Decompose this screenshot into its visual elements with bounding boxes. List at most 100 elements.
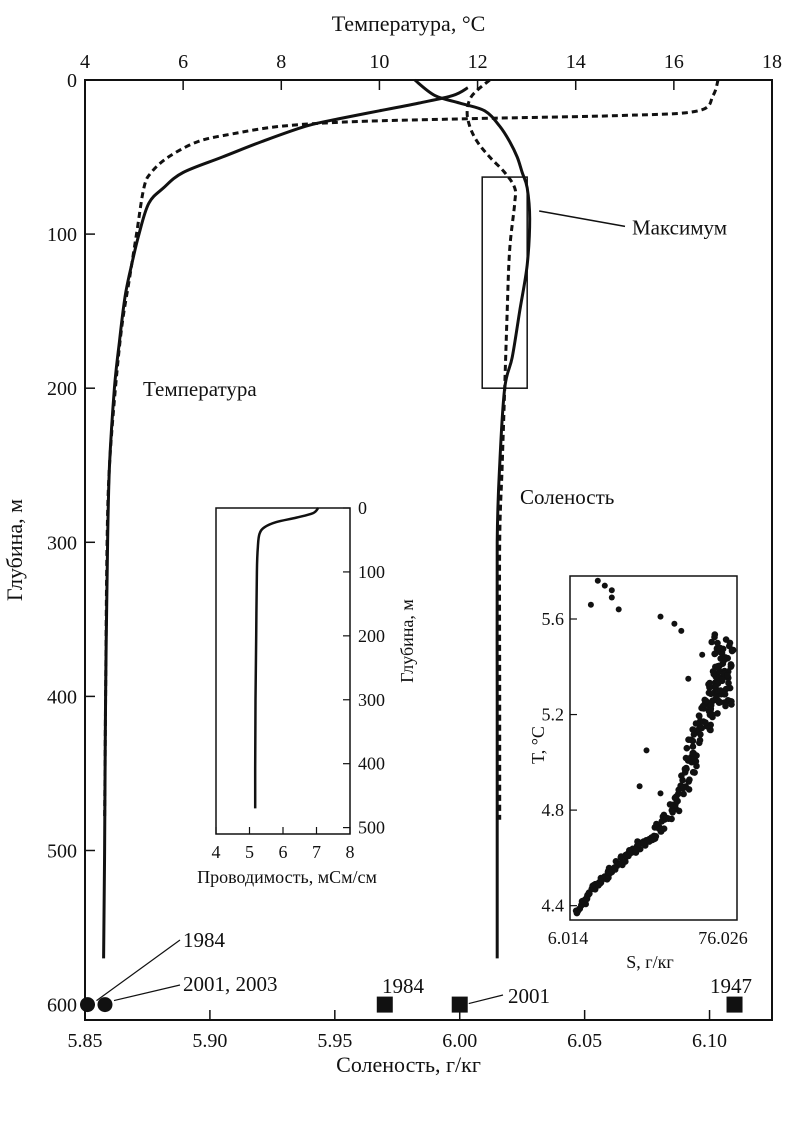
ts-scatter-outlier <box>608 587 615 594</box>
year-marker-square <box>376 996 393 1013</box>
year-callout-line <box>113 984 181 1002</box>
ts-scatter-point <box>702 719 709 726</box>
year-label: 1947 <box>710 974 752 998</box>
inset2-y-tick-label: 4.4 <box>542 896 565 916</box>
inset1-x-tick-label: 5 <box>245 842 254 862</box>
left-tick-label: 300 <box>47 532 77 554</box>
bottom-tick-label: 5.95 <box>317 1030 352 1052</box>
inset2-frame <box>569 575 738 921</box>
ts-scatter-point <box>665 815 672 822</box>
ts-scatter-point <box>722 685 730 693</box>
ts-scatter-point <box>722 702 729 710</box>
ts-scatter-point <box>725 679 732 687</box>
top-tick-label: 18 <box>762 51 782 73</box>
ts-scatter-point <box>706 682 714 690</box>
inset1-y-tick-label: 400 <box>358 754 385 774</box>
ts-scatter-outlier <box>657 613 664 620</box>
ts-scatter-point <box>711 650 718 658</box>
top-tick-label: 8 <box>276 51 286 73</box>
ts-scatter-point <box>675 807 683 815</box>
inset1-x-tick-label: 8 <box>346 842 355 862</box>
inset1-x-axis-title: Проводимость, мСм/см <box>197 867 377 887</box>
bottom-axis-title: Соленость, г/кг <box>336 1052 481 1077</box>
salinity-series-solid <box>413 78 532 959</box>
ts-scatter-point <box>685 736 692 743</box>
ts-scatter-point <box>722 654 729 661</box>
ts-scatter-outlier <box>608 594 615 601</box>
ts-scatter-point <box>672 793 680 800</box>
inset1-x-tick-label: 7 <box>312 842 321 862</box>
inset2-y-tick-label: 5.2 <box>542 705 565 725</box>
bottom-tick-label: 6.05 <box>567 1030 602 1052</box>
ts-scatter-point <box>689 749 696 757</box>
bottom-tick-label: 6.10 <box>692 1030 727 1052</box>
ts-scatter-point <box>696 736 704 744</box>
ts-scatter-outlier <box>594 577 601 584</box>
left-tick-label: 500 <box>47 840 77 862</box>
ts-scatter-point <box>714 710 721 717</box>
inset1-y-tick-label: 100 <box>358 562 385 582</box>
ts-scatter-point <box>717 645 724 652</box>
ts-scatter-point <box>708 711 716 718</box>
ts-scatter-point <box>692 758 700 765</box>
inset1-x-tick-label: 4 <box>212 842 221 862</box>
ts-scatter-outlier <box>678 627 685 634</box>
ts-scatter-point <box>707 701 715 709</box>
ts-scatter-point <box>682 754 690 762</box>
bottom-tick-label: 6.00 <box>442 1030 477 1052</box>
ts-scatter-outlier <box>636 783 643 790</box>
bottom-tick-label: 5.85 <box>68 1030 103 1052</box>
conductivity-series <box>253 507 320 809</box>
ts-scatter-outlier <box>671 620 678 627</box>
ts-scatter-point <box>685 786 693 793</box>
inset2-x-tick-label: 76.026 <box>698 928 748 948</box>
left-tick-label: 600 <box>47 995 77 1017</box>
year-marker-circle <box>97 997 113 1013</box>
inset2-x-tick-label: 6.014 <box>548 928 589 948</box>
top-axis-title: Температура, °C <box>332 11 486 36</box>
conductivity-inset-chart: 4 5 6 7 8 Проводимость, мСм/см 0 100 200 300 400 50… <box>197 498 417 887</box>
ts-scatter-point <box>715 668 723 675</box>
salinity-label: Соленость <box>520 485 614 509</box>
ts-scatter-point <box>640 840 647 847</box>
ts-scatter-outlier <box>685 675 692 682</box>
ts-scatter-point <box>692 720 700 727</box>
left-tick-label: 200 <box>47 378 77 400</box>
ts-scatter-outlier <box>615 606 622 613</box>
ts-scatter-outlier <box>587 601 594 608</box>
ts-scatter-outlier <box>657 790 664 797</box>
ts-scatter-point <box>689 768 697 776</box>
ts-scatter-point <box>680 784 687 792</box>
ts-scatter-point <box>611 864 618 871</box>
year-label: 2001, 2003 <box>183 972 278 996</box>
main-chart: 4 6 8 10 12 14 16 18 Температура, °C 5.85 5.90 5.95… <box>2 11 782 1077</box>
salinity-series-dashed <box>465 78 518 820</box>
ts-scatter-point <box>722 636 730 643</box>
maximum-label: Максимум <box>632 215 727 239</box>
ts-scatter-point <box>696 712 703 720</box>
inset1-y-tick-label: 200 <box>358 626 385 646</box>
ts-scatter-point <box>668 807 676 814</box>
main-plot-frame <box>84 79 773 1021</box>
inset2-y-axis-title: T, °C <box>528 726 548 764</box>
top-tick-label: 10 <box>369 51 389 73</box>
temperature-label: Температура <box>143 377 257 401</box>
ts-scatter-outlier <box>601 582 608 589</box>
left-tick-label: 400 <box>47 686 77 708</box>
ts-scatter-point <box>712 683 719 691</box>
ts-scatter-point <box>633 846 640 853</box>
ts-scatter-point <box>689 743 697 750</box>
ts-scatter-point <box>709 668 717 675</box>
ts-scatter-point <box>728 662 735 669</box>
left-axis-title: Глубина, м <box>2 499 27 601</box>
ts-scatter-point <box>653 820 660 828</box>
top-tick-label: 4 <box>80 51 90 73</box>
year-marker-square <box>451 996 468 1013</box>
ts-scatter-point <box>708 638 715 646</box>
maximum-box <box>481 176 528 389</box>
top-tick-label: 14 <box>566 51 586 73</box>
ts-scatter-point <box>714 639 721 647</box>
top-tick-label: 16 <box>664 51 684 73</box>
ts-scatter-point <box>724 672 731 679</box>
